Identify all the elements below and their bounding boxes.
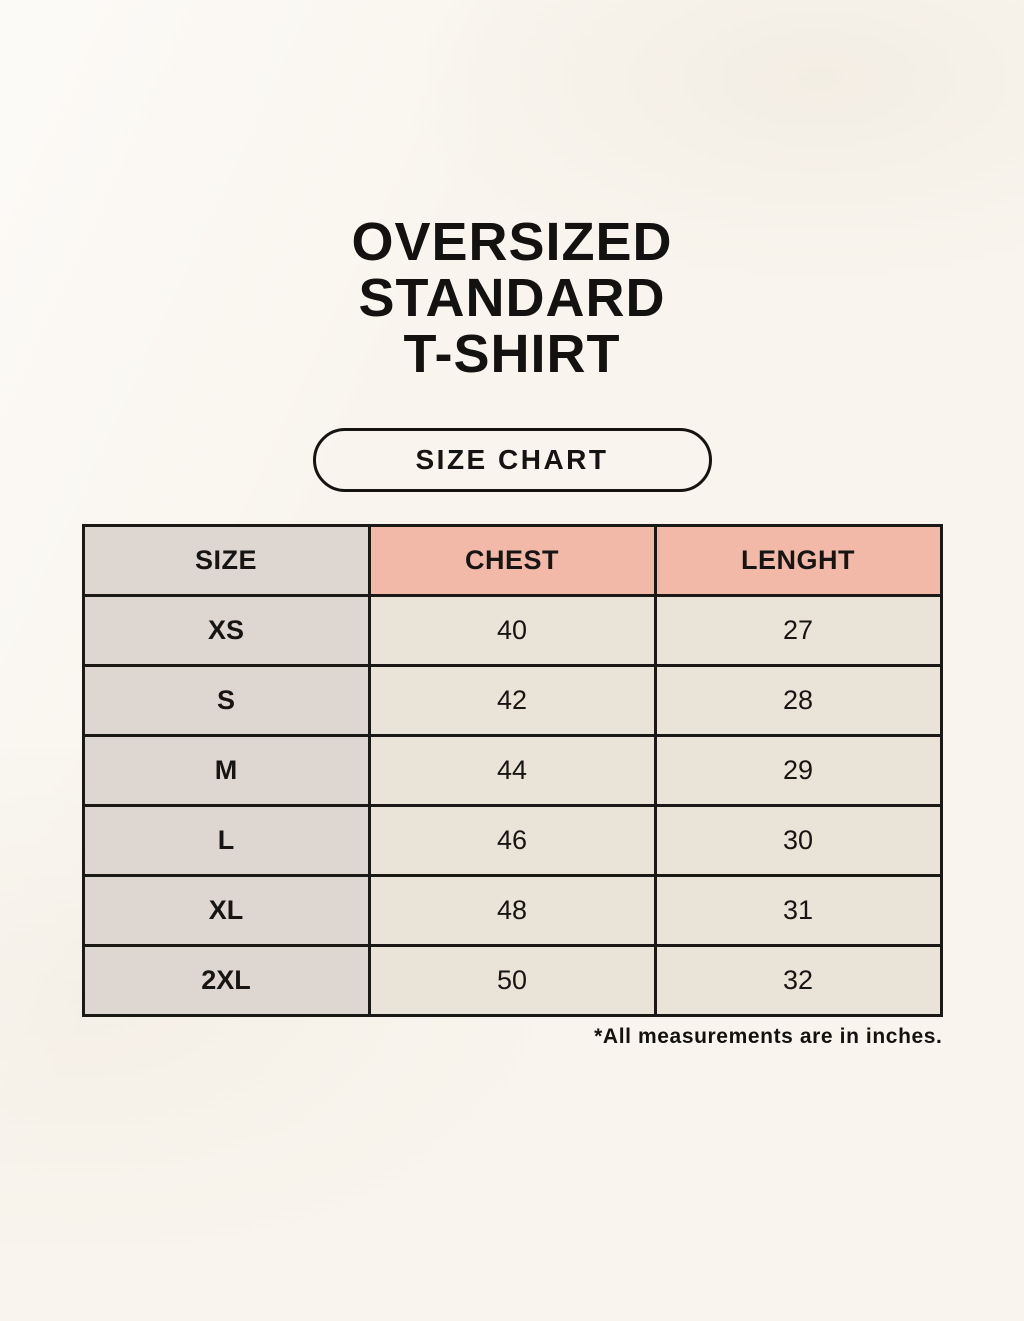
length-cell: 27	[653, 594, 943, 667]
title-line-2: STANDARD	[358, 268, 666, 328]
size-cell: S	[81, 664, 371, 737]
table-row: XS 40 27	[81, 594, 943, 667]
column-header-chest: CHEST	[367, 524, 657, 597]
size-table-container: SIZE CHEST LENGHT XS 40 27 S 42 28 M 44 …	[81, 524, 943, 1049]
length-cell: 30	[653, 804, 943, 877]
size-chart-label: SIZE CHART	[415, 444, 609, 475]
length-cell: 29	[653, 734, 943, 807]
chest-cell: 48	[367, 874, 657, 947]
length-cell: 31	[653, 874, 943, 947]
page-title: OVERSIZED STANDARD T-SHIRT	[0, 0, 1024, 382]
table-row: 2XL 50 32	[81, 944, 943, 1017]
chest-cell: 44	[367, 734, 657, 807]
size-chart-pill: SIZE CHART	[312, 428, 712, 492]
column-header-length: LENGHT	[653, 524, 943, 597]
table-row: XL 48 31	[81, 874, 943, 947]
length-cell: 28	[653, 664, 943, 737]
table-row: M 44 29	[81, 734, 943, 807]
measurements-footnote: *All measurements are in inches.	[594, 1025, 943, 1048]
size-cell: 2XL	[81, 944, 371, 1017]
title-line-1: OVERSIZED	[351, 212, 673, 272]
length-cell: 32	[653, 944, 943, 1017]
size-cell: M	[81, 734, 371, 807]
table-header-row: SIZE CHEST LENGHT	[81, 524, 943, 597]
table-row: L 46 30	[81, 804, 943, 877]
chest-cell: 50	[367, 944, 657, 1017]
title-line-3: T-SHIRT	[403, 324, 621, 384]
column-header-size: SIZE	[81, 524, 371, 597]
chest-cell: 42	[367, 664, 657, 737]
size-cell: XL	[81, 874, 371, 947]
chest-cell: 46	[367, 804, 657, 877]
size-cell: XS	[81, 594, 371, 667]
table-row: S 42 28	[81, 664, 943, 737]
size-table: SIZE CHEST LENGHT XS 40 27 S 42 28 M 44 …	[81, 524, 943, 1017]
size-cell: L	[81, 804, 371, 877]
chest-cell: 40	[367, 594, 657, 667]
